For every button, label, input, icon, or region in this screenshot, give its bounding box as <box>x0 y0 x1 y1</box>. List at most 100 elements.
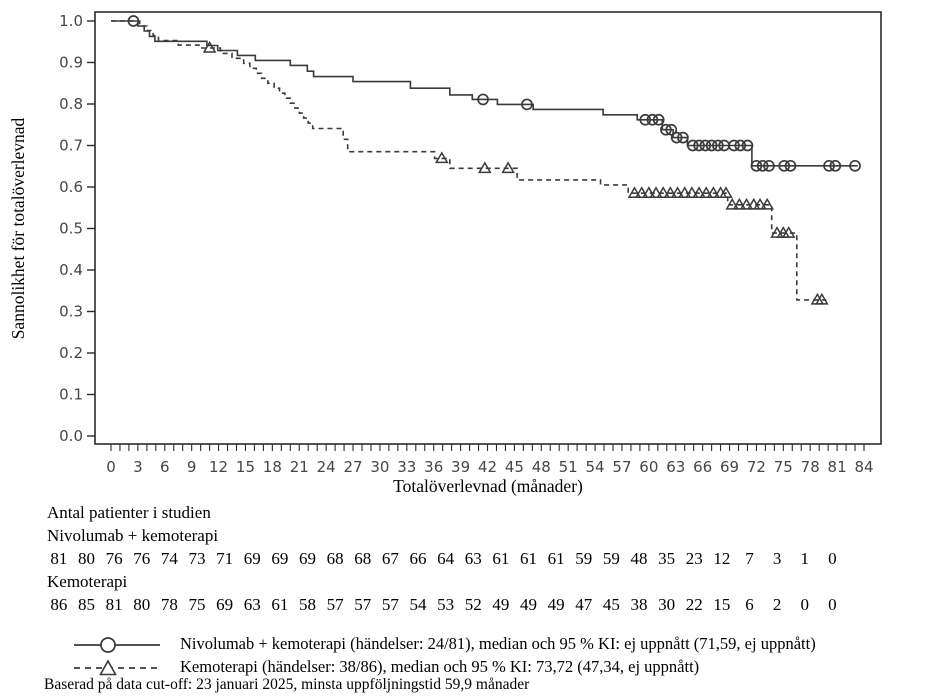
at-risk-count: 58 <box>298 595 316 614</box>
x-tick-label: 9 <box>187 458 197 476</box>
x-tick-label: 42 <box>478 458 497 476</box>
censor-circle-mark <box>829 159 842 172</box>
censor-triangle-mark <box>670 186 685 198</box>
at-risk-count: 49 <box>492 595 510 614</box>
at-risk-count: 69 <box>216 595 234 614</box>
x-axis-title: Totalöverlevnad (månader) <box>393 476 583 496</box>
censor-triangle-mark <box>627 186 642 198</box>
at-risk-count: 85 <box>77 595 95 614</box>
at-risk-count: 64 <box>437 549 455 568</box>
censor-triangle-mark <box>642 186 656 198</box>
kemoterapi-curve <box>111 20 827 301</box>
censor-triangle-mark <box>732 197 747 210</box>
x-tick-label: 27 <box>343 458 362 476</box>
censor-triangle-mark <box>478 161 492 174</box>
at-risk-count: 0 <box>800 595 809 614</box>
censor-circle-mark <box>778 159 791 172</box>
y-tick-label: 0.1 <box>59 386 83 404</box>
x-tick-label: 0 <box>106 458 116 476</box>
at-risk-count: 68 <box>326 549 344 568</box>
x-tick-label: 66 <box>693 458 712 476</box>
legend-text-nivolumab: Nivolumab + kemoterapi (händelser: 24/81… <box>180 634 816 653</box>
at-risk-count: 66 <box>409 549 427 568</box>
at-risk-count: 73 <box>188 549 206 568</box>
x-tick-label: 39 <box>451 458 470 476</box>
censor-circle-mark <box>639 113 652 126</box>
at-risk-count: 0 <box>828 595 837 614</box>
censor-circle-mark <box>763 159 775 172</box>
legend-text-kemoterapi: Kemoterapi (händelser: 38/86), median oc… <box>180 657 700 676</box>
y-axis-title: Sannolikhet för totalöverlevnad <box>8 117 28 339</box>
at-risk-count: 59 <box>602 549 620 568</box>
x-tick-label: 24 <box>317 458 336 476</box>
y-tick-label: 0.3 <box>59 303 83 321</box>
censor-circle-mark <box>750 159 763 172</box>
at-risk-count: 76 <box>133 549 151 568</box>
censor-triangle-mark <box>753 197 767 210</box>
censor-triangle-mark <box>706 186 721 198</box>
censor-circle-mark <box>699 139 712 152</box>
at-risk-group-label-kemoterapi: Kemoterapi <box>47 572 128 591</box>
x-tick-label: 21 <box>290 458 309 476</box>
y-tick-label: 0.5 <box>59 220 83 238</box>
at-risk-count: 45 <box>602 595 620 614</box>
at-risk-count: 6 <box>745 595 754 614</box>
censor-triangle-mark <box>699 186 714 198</box>
solid-line-circle-icon <box>74 637 160 653</box>
at-risk-count: 80 <box>77 549 95 568</box>
at-risk-count: 80 <box>133 595 151 614</box>
at-risk-count: 76 <box>105 549 123 568</box>
at-risk-count: 2 <box>772 595 782 614</box>
at-risk-count: 61 <box>519 549 537 568</box>
censor-circle-mark <box>652 113 665 126</box>
at-risk-count: 59 <box>575 549 593 568</box>
at-risk-count: 61 <box>271 595 289 614</box>
at-risk-count: 47 <box>575 595 593 614</box>
x-tick-label: 48 <box>532 458 551 476</box>
censor-triangle-mark <box>692 186 706 198</box>
censor-triangle-mark <box>649 186 663 198</box>
at-risk-count: 86 <box>50 595 68 614</box>
at-risk-count: 0 <box>828 549 837 568</box>
censor-circle-mark <box>693 139 705 152</box>
x-tick-label: 54 <box>586 458 605 476</box>
censor-circle-mark <box>477 93 489 106</box>
nivolumab-curve <box>111 20 858 167</box>
censor-triangle-mark <box>685 186 699 198</box>
y-axis: 0.0 0.1 0.2 0.3 0.4 0.5 0.6 0.7 0.8 0.9 1.0 <box>59 12 95 445</box>
at-risk-count: 63 <box>243 595 261 614</box>
at-risk-count: 35 <box>658 549 676 568</box>
x-tick-label: 45 <box>505 458 524 476</box>
km-plot-svg: 0.00.10.20.30.40.50.60.70.80.91.00 3 6 9 12 1… <box>8 11 882 496</box>
x-tick-label: 6 <box>160 458 170 476</box>
x-tick-label: 3 <box>133 458 143 476</box>
censor-circle-mark <box>646 113 659 126</box>
y-tick-label: 1.0 <box>59 12 83 30</box>
at-risk-count: 81 <box>50 549 68 568</box>
x-tick-label: 60 <box>639 458 658 476</box>
at-risk-count: 69 <box>271 549 289 568</box>
censor-circle-mark <box>665 123 678 136</box>
censor-circle-mark <box>670 131 683 144</box>
x-tick-label: 18 <box>263 458 282 476</box>
censor-triangle-mark <box>634 186 649 198</box>
at-risk-count: 54 <box>409 595 427 614</box>
censor-triangle-mark <box>202 40 217 53</box>
at-risk-count: 67 <box>381 549 399 568</box>
x-tick-label: 81 <box>828 458 847 476</box>
at-risk-count: 7 <box>745 549 754 568</box>
censor-circle-mark <box>712 139 724 152</box>
at-risk-group-label-nivolumab: Nivolumab + kemoterapi <box>47 526 219 545</box>
dashed-line-triangle-icon <box>74 659 160 676</box>
at-risk-count: 12 <box>713 549 731 568</box>
at-risk-count: 38 <box>630 595 648 614</box>
censor-triangle-mark <box>781 226 796 238</box>
x-tick-label: 30 <box>370 458 389 476</box>
at-risk-count: 61 <box>492 549 510 568</box>
censor-triangle-mark <box>815 292 829 305</box>
plot-frame <box>94 11 882 445</box>
censor-triangle-mark <box>501 161 515 174</box>
at-risk-count: 15 <box>713 595 731 614</box>
censor-circle-mark <box>849 159 861 172</box>
